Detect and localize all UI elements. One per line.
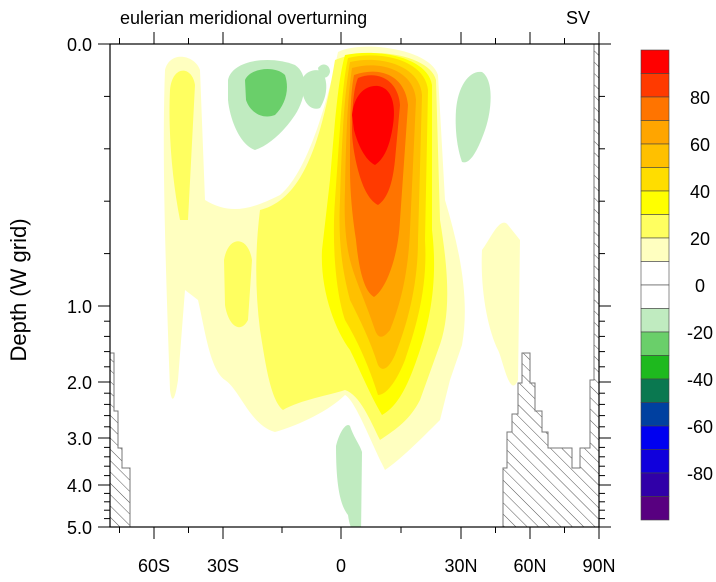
x-tick-label: 60N — [513, 556, 546, 576]
colorbar-swatch — [640, 472, 670, 497]
y-tick-label: 4.0 — [67, 476, 92, 496]
contour-neg10-e — [336, 425, 362, 527]
chart-title: eulerian meridional overturning — [120, 8, 367, 28]
colorbar-swatch — [640, 378, 670, 403]
colorbar-swatch — [640, 96, 670, 121]
colorbar-swatch — [640, 331, 670, 356]
colorbar-label: -40 — [687, 370, 713, 390]
colorbar-label: 20 — [690, 229, 710, 249]
units-label: SV — [566, 8, 590, 28]
colorbar-label: -60 — [687, 417, 713, 437]
colorbar-swatch — [640, 355, 670, 380]
colorbar-swatch — [640, 214, 670, 239]
plot-frame — [109, 43, 600, 528]
y-tick-label: 0.0 — [67, 35, 92, 55]
colorbar-swatch — [640, 190, 670, 215]
x-tick-label: 0 — [336, 556, 346, 576]
y-tick-label: 3.0 — [67, 429, 92, 449]
colorbar-swatch — [640, 73, 670, 98]
y-tick-label: 5.0 — [67, 518, 92, 538]
topography-right — [502, 44, 599, 527]
colorbar-swatch — [640, 120, 670, 145]
colorbar-swatch — [640, 143, 670, 168]
x-tick-label: 60S — [138, 556, 170, 576]
colorbar-label: 40 — [690, 182, 710, 202]
colorbar-swatch — [640, 449, 670, 474]
colorbar-swatch — [640, 496, 670, 521]
contour-90 — [352, 85, 394, 165]
contour-20 — [169, 70, 195, 220]
colorbar-swatch — [640, 167, 670, 192]
contour-10-right — [481, 222, 520, 386]
y-tick-label: 2.0 — [67, 373, 92, 393]
colorbar-label: -80 — [687, 464, 713, 484]
contour-neg10-b — [301, 70, 327, 109]
x-tick-label: 30N — [444, 556, 477, 576]
contour-neg10-c — [318, 64, 330, 78]
y-axis-label: Depth (W grid) — [6, 218, 31, 361]
contour-20-b — [224, 241, 252, 328]
colorbar-swatch — [640, 49, 670, 74]
colorbar-swatch — [640, 308, 670, 333]
colorbar-swatch — [640, 425, 670, 450]
colorbar-swatch — [640, 237, 670, 262]
colorbar-label: -20 — [687, 323, 713, 343]
x-tick-label: 90N — [582, 556, 615, 576]
topography-left — [110, 352, 131, 527]
colorbar-swatch — [640, 284, 670, 309]
colorbar-label: 80 — [690, 88, 710, 108]
contour-neg10-d — [455, 71, 491, 163]
contour-neg20 — [245, 68, 287, 117]
colorbar-swatch — [640, 261, 670, 286]
colorbar-label: 0 — [695, 276, 705, 296]
x-tick-label: 30S — [207, 556, 239, 576]
colorbar-label: 60 — [690, 135, 710, 155]
colorbar-swatch — [640, 402, 670, 427]
y-tick-label: 1.0 — [67, 297, 92, 317]
